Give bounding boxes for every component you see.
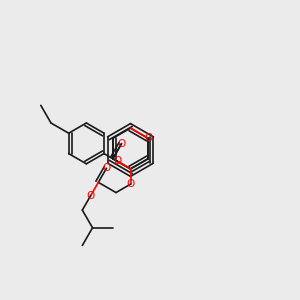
Text: O: O xyxy=(144,133,152,143)
Text: O: O xyxy=(126,179,135,189)
Text: O: O xyxy=(113,156,122,166)
Text: O: O xyxy=(87,190,95,201)
Text: O: O xyxy=(117,139,126,149)
Text: O: O xyxy=(102,163,111,173)
